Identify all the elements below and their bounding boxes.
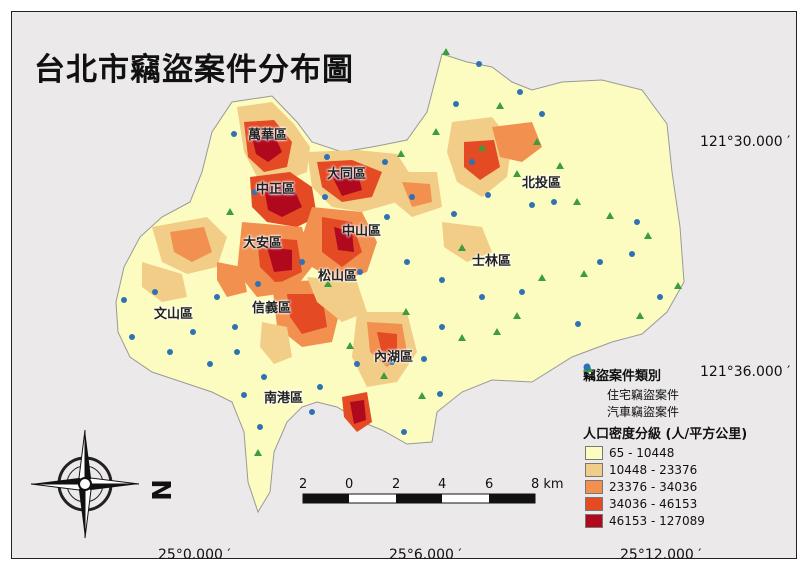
legend-vehicle-label: 汽車竊盜案件 — [607, 405, 680, 419]
legend-class: 23376 - 34036 — [583, 478, 793, 495]
scalebar-tick: 0 — [345, 477, 354, 492]
scalebar-tick: 8 km — [531, 477, 564, 492]
swatch — [585, 479, 603, 494]
legend-class-label: 34036 - 46153 — [609, 496, 698, 511]
lat-label-top: 121°30.000 ′ — [700, 134, 791, 150]
scalebar-tick: 2 — [299, 477, 308, 492]
legend-class-label: 46153 - 127089 — [609, 513, 705, 528]
swatch — [585, 462, 603, 477]
district-label: 北投區 — [522, 176, 562, 191]
swatch — [585, 513, 603, 528]
scalebar-tick: 4 — [438, 477, 447, 492]
district-label: 信義區 — [252, 301, 292, 316]
district-label: 文山區 — [154, 307, 194, 322]
legend-class: 65 - 10448 — [583, 444, 793, 461]
lon-label-right: 25°12.000 ′ — [620, 547, 702, 563]
scalebar-tick: 6 — [485, 477, 494, 492]
north-arrow-label: N — [144, 479, 175, 501]
district-label: 松山區 — [318, 269, 358, 284]
district-label: 大同區 — [327, 167, 367, 182]
legend-residential: 住宅竊盜案件 — [583, 363, 793, 403]
legend-class-label: 10448 - 23376 — [609, 462, 698, 477]
lon-label-left: 25°0.000 ′ — [158, 547, 231, 563]
legend-class: 34036 - 46153 — [583, 495, 793, 512]
scale-bar — [302, 493, 536, 504]
district-label: 南港區 — [264, 391, 304, 406]
swatch — [585, 496, 603, 511]
residential-points — [226, 48, 682, 456]
district-label: 萬華區 — [248, 128, 288, 143]
lon-label-mid: 25°6.000 ′ — [389, 547, 462, 563]
legend: 竊盜案件類別 住宅竊盜案件 汽車竊盜案件 人口密度分級 (人/平方公里) 65 … — [583, 363, 793, 529]
legend-vehicle: 汽車竊盜案件 — [583, 363, 793, 420]
lat-label-mid: 121°36.000 ′ — [700, 364, 791, 380]
district-label: 大安區 — [243, 236, 283, 251]
map-frame: 台北市竊盜案件分布圖 萬華區 中正區 大同區 中山區 北投區 大安區 士林區 松… — [11, 11, 797, 559]
district-label: 內湖區 — [374, 350, 414, 365]
legend-class-label: 65 - 10448 — [609, 445, 675, 460]
district-label: 中山區 — [342, 224, 382, 239]
scalebar-tick: 2 — [392, 477, 401, 492]
legend-density-title: 人口密度分級 (人/平方公里) — [583, 427, 748, 442]
legend-class: 46153 - 127089 — [583, 512, 793, 529]
legend-class: 10448 - 23376 — [583, 461, 793, 478]
density-patches — [142, 102, 542, 432]
swatch — [585, 445, 603, 460]
legend-class-label: 23376 - 34036 — [609, 479, 698, 494]
legend-cases-title: 竊盜案件類別 — [583, 369, 662, 384]
map-canvas[interactable] — [12, 12, 797, 559]
district-label: 士林區 — [472, 254, 512, 269]
vehicle-points — [121, 61, 663, 435]
compass-rose[interactable] — [30, 429, 140, 539]
map-title: 台北市竊盜案件分布圖 — [34, 52, 354, 88]
district-label: 中正區 — [256, 182, 296, 197]
legend-residential-label: 住宅竊盜案件 — [607, 388, 680, 402]
